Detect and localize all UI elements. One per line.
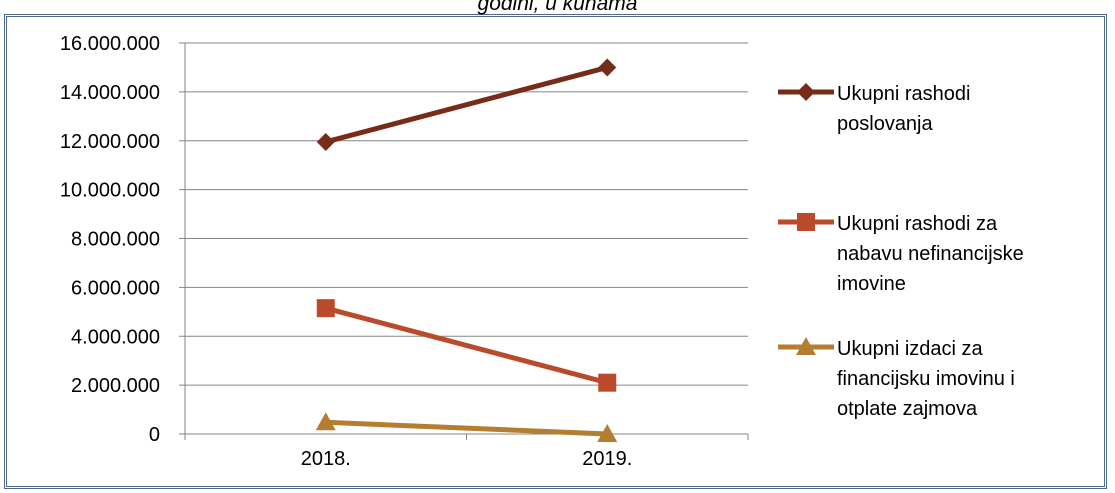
square-marker [316,299,335,318]
series [315,412,618,442]
square-marker [797,213,815,231]
diamond-marker [598,58,617,77]
triangle-marker [796,337,816,355]
gridlines [185,42,748,386]
y-tick-label: 8.000.000 [71,229,160,251]
chart-frame [4,14,1107,489]
series-line [325,419,608,437]
legend-item: Ukupni rashodi poslovanja [778,83,970,135]
series [316,299,617,392]
x-axis-tick-labels: 2018. 2019. [301,448,633,470]
series-line [325,305,608,386]
y-axis-tick-labels: 0 2.000.000 4.000.000 6.000.000 8.000.000 10.… [60,33,160,446]
legend-label: Ukupni izdaci za [837,338,984,360]
legend-item: Ukupni izdaci za financijsku imovinu i otp… [778,337,1015,420]
legend-label: otplate zajmova [837,398,978,420]
triangle-marker [597,424,618,442]
legend-label: nabavu nefinancijske [837,243,1024,265]
y-tick-label: 14.000.000 [60,82,160,104]
series [316,58,617,151]
square-marker [598,373,617,392]
x-tick-label: 2019. [582,448,632,470]
legend-label: Ukupni rashodi [837,83,970,105]
y-tick-label: 6.000.000 [71,277,160,299]
legend-label: Ukupni rashodi za [837,213,998,235]
y-tick-label: 2.000.000 [71,375,160,397]
legend-label: poslovanja [837,113,934,135]
y-tick-label: 0 [149,424,160,446]
chart-title: godini, u kunama [477,0,638,15]
axes [179,42,749,440]
y-tick-label: 4.000.000 [71,326,160,348]
series-lines [315,58,618,442]
legend: Ukupni rashodi poslovanja Ukupni rashodi z… [778,83,1024,420]
legend-label: financijsku imovinu i [837,368,1015,390]
x-tick-label: 2018. [301,448,351,470]
diamond-marker [316,132,335,151]
triangle-marker [315,412,336,431]
diamond-marker [797,83,815,101]
y-tick-label: 10.000.000 [60,180,160,202]
series-line [325,65,608,145]
y-tick-label: 12.000.000 [60,131,160,153]
legend-item: Ukupni rashodi za nabavu nefinancijske imo… [778,213,1024,295]
legend-label: imovine [837,273,906,295]
y-tick-label: 16.000.000 [60,33,160,55]
